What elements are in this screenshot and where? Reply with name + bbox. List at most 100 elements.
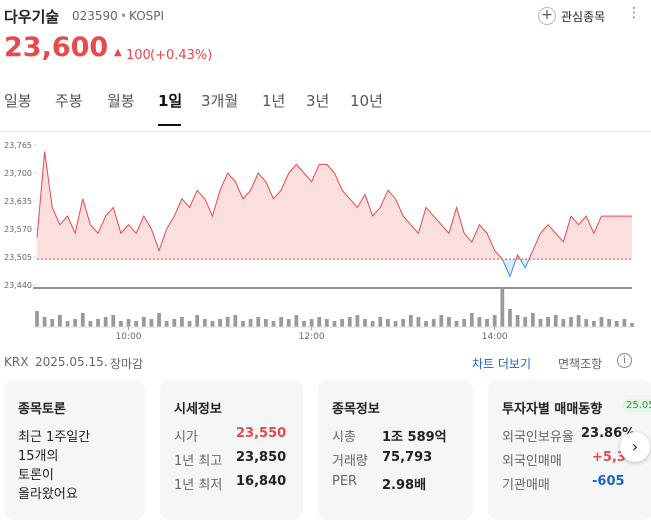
- volume-bar: [469, 313, 474, 327]
- volume-bar: [96, 319, 100, 327]
- row-label: 기관매매: [502, 478, 550, 493]
- plus-icon[interactable]: +: [538, 7, 556, 25]
- volume-bar: [65, 321, 70, 327]
- volume-bar: [607, 319, 611, 327]
- change-pct: (+0.43%): [150, 48, 213, 63]
- volume-bar: [538, 319, 543, 327]
- volume-bar: [630, 323, 634, 327]
- volume-bar: [58, 315, 62, 327]
- card-title: 투자자별 매매동향: [502, 402, 603, 417]
- volume-bar: [164, 321, 169, 327]
- badge: 25.05: [622, 399, 651, 412]
- volume-bar: [233, 315, 238, 327]
- volume-bar: [195, 315, 200, 327]
- tab[interactable]: 일봉: [4, 92, 32, 110]
- volume-bar: [302, 321, 306, 327]
- volume-bar: [202, 319, 207, 327]
- card[interactable]: 종목정보 시총 1조 589억 거래량 75,793 PER 2.98배: [318, 380, 473, 520]
- volume-bar: [294, 315, 299, 327]
- card[interactable]: 종목토론 최근 1주일간 15개의 토론이 올라왔어요: [4, 380, 145, 520]
- volume-bar: [393, 321, 398, 327]
- volume-bar: [256, 317, 261, 327]
- volume-bar: [324, 319, 329, 327]
- row-value: 23,550: [236, 426, 287, 441]
- volume-bar: [134, 321, 139, 327]
- volume-bar: [80, 313, 85, 327]
- card-row: 거래량 75,793: [332, 450, 432, 469]
- volume-bar: [103, 317, 108, 327]
- volume-bar: [614, 321, 619, 327]
- volume-bar: [386, 319, 390, 327]
- price: 23,600: [4, 32, 109, 63]
- row-label: 거래량: [332, 454, 368, 469]
- area: [37, 151, 632, 277]
- volume-bar: [485, 319, 489, 327]
- volume-bar: [286, 319, 291, 327]
- disclaimer[interactable]: 면책조항: [558, 357, 603, 371]
- volume-bar: [454, 321, 459, 327]
- card-line: 최근 1주일간: [18, 430, 91, 445]
- volume-bar: [584, 319, 589, 327]
- tab[interactable]: 월봉: [107, 92, 135, 110]
- tab[interactable]: 3년: [306, 92, 330, 110]
- volume-bar: [35, 311, 39, 327]
- volume-bar: [431, 319, 436, 327]
- volume-bar: [492, 315, 497, 327]
- more-menu[interactable]: ⋮: [627, 5, 641, 21]
- volume-bar: [599, 317, 604, 327]
- volume-bar: [508, 309, 512, 327]
- volume-bar: [576, 315, 581, 327]
- tab[interactable]: 1년: [262, 92, 286, 110]
- exchange: KRX: [4, 355, 29, 369]
- row-value: +5,3: [592, 450, 626, 465]
- volume-bar: [309, 319, 314, 327]
- info-icon[interactable]: i: [617, 353, 632, 368]
- card-line: 15개의: [18, 449, 59, 464]
- volume-bar: [172, 319, 177, 327]
- tab[interactable]: 1일: [158, 92, 183, 110]
- volume-bar: [180, 317, 184, 327]
- tab[interactable]: 10년: [350, 92, 383, 110]
- y-tick-label: 23,635: [4, 197, 32, 206]
- volume-bar: [279, 317, 283, 327]
- chart-more[interactable]: 차트 더보기: [472, 357, 532, 371]
- volume-bar: [225, 317, 230, 327]
- volume-bar: [424, 321, 428, 327]
- up-arrow: ▲: [114, 47, 122, 58]
- sep: •: [120, 9, 128, 23]
- volume-bar: [553, 315, 558, 327]
- tab[interactable]: 주봉: [55, 92, 83, 110]
- card-line: 올라왔어요: [18, 487, 78, 502]
- volume-bar: [50, 319, 55, 327]
- card-row: 시가 23,550: [174, 426, 286, 445]
- next-button[interactable]: ›: [620, 432, 650, 462]
- row-value: 75,793: [382, 450, 433, 465]
- row-label: 시가: [174, 430, 198, 445]
- volume-bar: [126, 319, 131, 327]
- card-row: 외국인매매 +5,3: [502, 450, 626, 469]
- volume-bar: [73, 319, 78, 327]
- card[interactable]: 시세정보 시가 23,550 1년 최고 23,850 1년 최저 16,840: [160, 380, 303, 520]
- row-value: 1조 589억: [382, 430, 447, 445]
- volume-bar: [141, 317, 146, 327]
- row-value: 23,850: [236, 450, 287, 465]
- row-value: 2.98배: [382, 478, 427, 493]
- row-value: -605: [592, 474, 625, 489]
- volume-bar: [622, 319, 627, 327]
- row-label: 시총: [332, 430, 356, 445]
- status: 장마감: [110, 357, 144, 371]
- volume-bar: [355, 315, 360, 327]
- card-title: 종목정보: [332, 402, 380, 417]
- stock-code: 023590: [72, 9, 118, 23]
- watch-button[interactable]: 관심종목: [561, 10, 606, 24]
- volume-bar: [340, 319, 345, 327]
- volume-bar: [523, 317, 528, 327]
- row-label: 외국인매매: [502, 454, 562, 469]
- volume-bar: [530, 313, 535, 327]
- card-row: 외국인보유율 23.86%: [502, 426, 635, 445]
- tab[interactable]: 3개월: [201, 92, 239, 110]
- volume-bar: [439, 315, 444, 327]
- card-row: 1년 최고 23,850: [174, 450, 286, 469]
- y-tick-label: 23,570: [4, 225, 32, 234]
- volume-bar: [149, 319, 154, 327]
